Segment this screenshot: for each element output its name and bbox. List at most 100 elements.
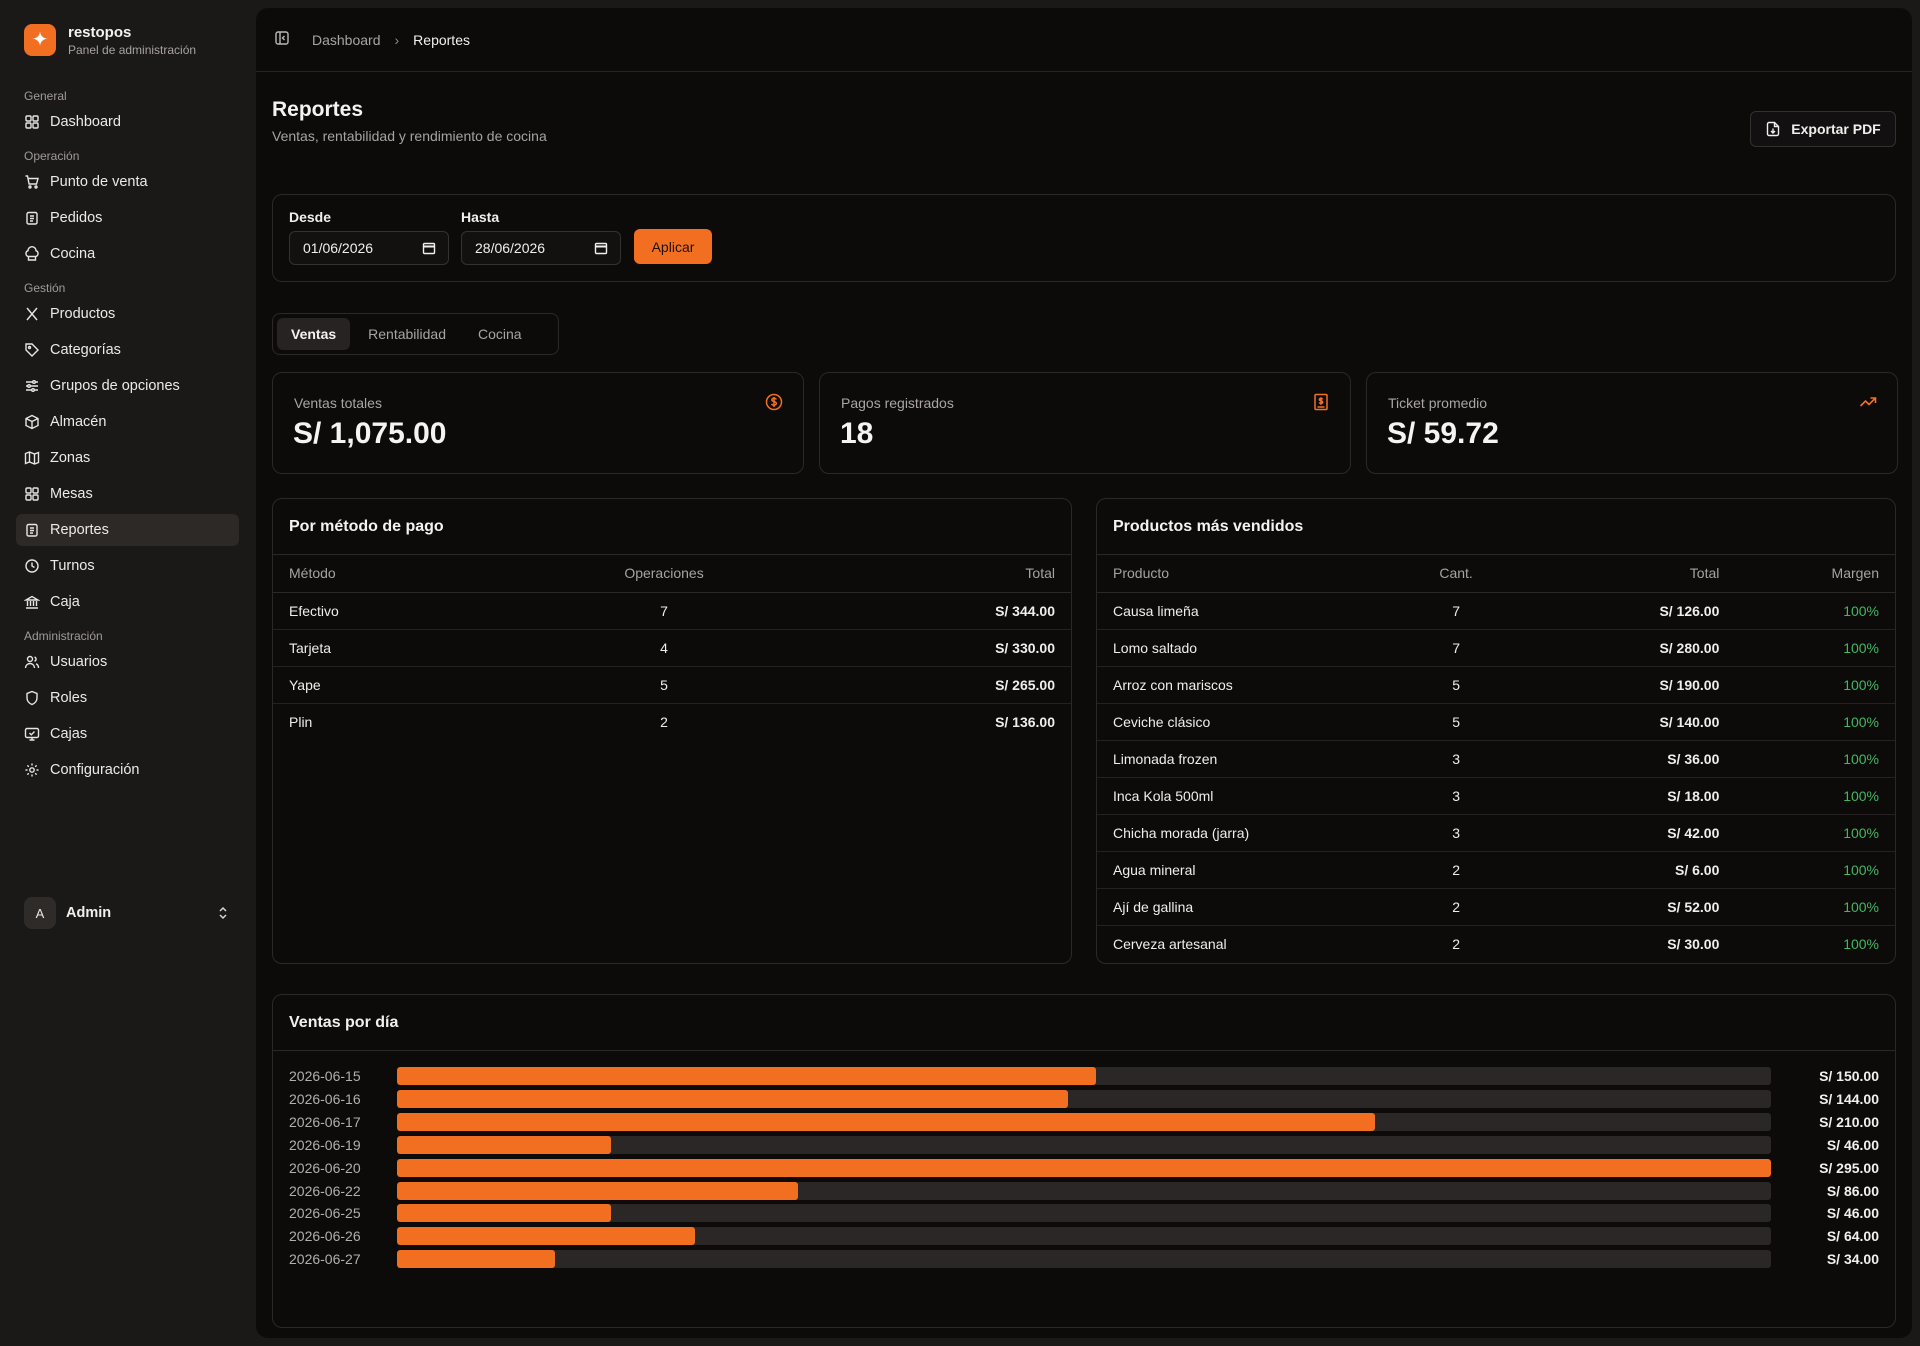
cell-total: S/ 344.00 [783, 592, 1071, 630]
sidebar-item-cocina[interactable]: Cocina [16, 238, 239, 270]
cell-quantity: 3 [1416, 814, 1496, 852]
table-header-row: Producto Cant. Total Margen [1097, 555, 1895, 593]
top-products-body: Causa limeña 7 S/ 126.00 100% Lomo saltado 7 S… [1097, 592, 1895, 962]
bar-track [397, 1250, 1771, 1269]
tab-rentabilidad[interactable]: Rentabilidad [368, 326, 446, 342]
bar-fill [397, 1250, 556, 1269]
table-row: Ceviche clásico 5 S/ 140.00 100% [1097, 703, 1895, 741]
apply-button[interactable]: Aplicar [634, 229, 712, 264]
sidebar-item-zonas[interactable]: Zonas [16, 442, 239, 474]
brand[interactable]: ✦ restopos Panel de administración [16, 0, 239, 80]
sidebar-item-categorias[interactable]: Categorías [16, 334, 239, 366]
sidebar-item-caja[interactable]: Caja [16, 586, 239, 618]
trending-up-icon [1859, 397, 1877, 407]
user-name: Admin [66, 905, 112, 921]
sidebar-item-dashboard[interactable]: Dashboard [16, 106, 239, 138]
stat-value: 18 [840, 417, 874, 450]
sidebar-item-grupos-de-opciones[interactable]: Grupos de opciones [16, 370, 239, 402]
cell-product: Inca Kola 500ml [1097, 777, 1417, 815]
cell-operations: 2 [660, 713, 668, 730]
calendar-icon [422, 242, 436, 255]
table-grid-icon [25, 487, 39, 501]
sidebar-item-turnos[interactable]: Turnos [16, 550, 239, 582]
gear-icon [25, 763, 39, 777]
sidebar-item-roles[interactable]: Roles [16, 682, 239, 714]
bar-fill [397, 1089, 1068, 1108]
cell-total: S/ 330.00 [783, 629, 1071, 667]
export-pdf-label: Exportar PDF [1791, 121, 1881, 137]
sidebar-item-label: Dashboard [50, 114, 121, 130]
from-date-input[interactable]: 01/06/2026 [289, 231, 449, 265]
day-amount: S/ 210.00 [1819, 1113, 1879, 1130]
sidebar-item-almacen[interactable]: Almacén [16, 406, 239, 438]
stat-label: Ticket promedio [1388, 395, 1488, 411]
stat-value: S/ 1,075.00 [293, 417, 447, 450]
sidebar-item-reportes[interactable]: Reportes [16, 514, 239, 546]
column-header: Operaciones [544, 555, 784, 593]
column-header: Margen [1735, 555, 1895, 593]
sidebar-toggle-icon[interactable] [274, 30, 290, 49]
user-menu[interactable]: A Admin [16, 893, 239, 933]
sidebar-item-usuarios[interactable]: Usuarios [16, 646, 239, 678]
cell-total: S/ 190.00 [1495, 666, 1736, 704]
export-pdf-button[interactable]: Exportar PDF [1750, 111, 1896, 147]
calendar-icon [594, 242, 608, 255]
cell-margin: 100% [1735, 740, 1895, 778]
sliders-icon [26, 380, 38, 392]
tab-cocina[interactable]: Cocina [477, 326, 522, 342]
report-tabs: Ventas Rentabilidad Cocina [272, 313, 559, 355]
cell-method: Yape [273, 666, 545, 704]
stat-card-pagos-registrados: Pagos registrados 18 [819, 372, 1351, 474]
daily-sales-row: 2026-06-19 S/ 46.00 [289, 1135, 1879, 1155]
day-amount: S/ 144.00 [1819, 1090, 1879, 1107]
sidebar-item-label: Turnos [50, 558, 95, 574]
nav-group-label: Gestión [24, 281, 66, 295]
brand-subtitle: Panel de administración [68, 42, 197, 57]
nav-group-label: General [24, 89, 67, 103]
column-header: Total [1495, 555, 1736, 593]
cell-quantity: 5 [1416, 666, 1496, 704]
day-amount: S/ 34.00 [1826, 1251, 1879, 1268]
tab-ventas[interactable]: Ventas [277, 318, 351, 350]
table-row: Ají de gallina 2 S/ 52.00 100% [1097, 888, 1895, 926]
breadcrumb-dashboard[interactable]: Dashboard [312, 31, 381, 48]
sidebar-item-productos[interactable]: Productos [16, 298, 239, 330]
bar-track [397, 1158, 1771, 1177]
day-amount: S/ 46.00 [1826, 1205, 1879, 1222]
bar-fill [397, 1227, 696, 1246]
cell-total: S/ 30.00 [1667, 935, 1720, 952]
day-date: 2026-06-26 [289, 1228, 361, 1245]
to-date-input[interactable]: 28/06/2026 [461, 231, 621, 265]
sidebar-item-cajas[interactable]: Cajas [16, 718, 239, 750]
sidebar-item-mesas[interactable]: Mesas [16, 478, 239, 510]
to-date-value: 28/06/2026 [475, 240, 546, 256]
day-amount: S/ 295.00 [1819, 1159, 1879, 1176]
cell-product: Ají de gallina [1097, 888, 1417, 926]
sidebar-item-pedidos[interactable]: Pedidos [16, 202, 239, 234]
sidebar-item-label: Roles [50, 690, 88, 706]
day-amount: S/ 64.00 [1826, 1228, 1879, 1245]
cell-total: S/ 265.00 [783, 666, 1071, 704]
day-date: 2026-06-22 [289, 1182, 361, 1199]
day-date: 2026-06-19 [289, 1136, 361, 1153]
sidebar: ✦ restopos Panel de administración Gener… [0, 0, 255, 1346]
day-date: 2026-06-17 [289, 1113, 361, 1130]
cell-margin: 100% [1735, 888, 1895, 926]
sidebar-item-label: Zonas [50, 450, 91, 466]
date-filter-card: Desde 01/06/2026 Hasta 28/06/2026 Aplica… [272, 194, 1896, 282]
receipt-icon [1314, 393, 1328, 411]
bar-fill [397, 1158, 1771, 1177]
sidebar-item-configuracion[interactable]: Configuración [16, 754, 239, 786]
table-row: Lomo saltado 7 S/ 280.00 100% [1097, 629, 1895, 667]
sidebar-item-punto-de-venta[interactable]: Punto de venta [16, 166, 239, 198]
day-date: 2026-06-20 [289, 1159, 361, 1176]
from-date-value: 01/06/2026 [303, 240, 374, 256]
daily-sales-row: 2026-06-26 S/ 64.00 [289, 1226, 1879, 1246]
users-icon [24, 655, 40, 669]
stat-value: S/ 59.72 [1387, 417, 1499, 450]
bar-track [397, 1089, 1771, 1108]
daily-sales-row: 2026-06-17 S/ 210.00 [289, 1112, 1879, 1132]
column-header: Cant. [1416, 555, 1496, 593]
cell-quantity: 7 [1416, 592, 1496, 630]
table-row: Efectivo 7 S/ 344.00 [273, 592, 1071, 630]
